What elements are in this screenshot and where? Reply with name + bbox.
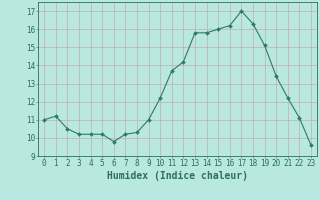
- X-axis label: Humidex (Indice chaleur): Humidex (Indice chaleur): [107, 171, 248, 181]
